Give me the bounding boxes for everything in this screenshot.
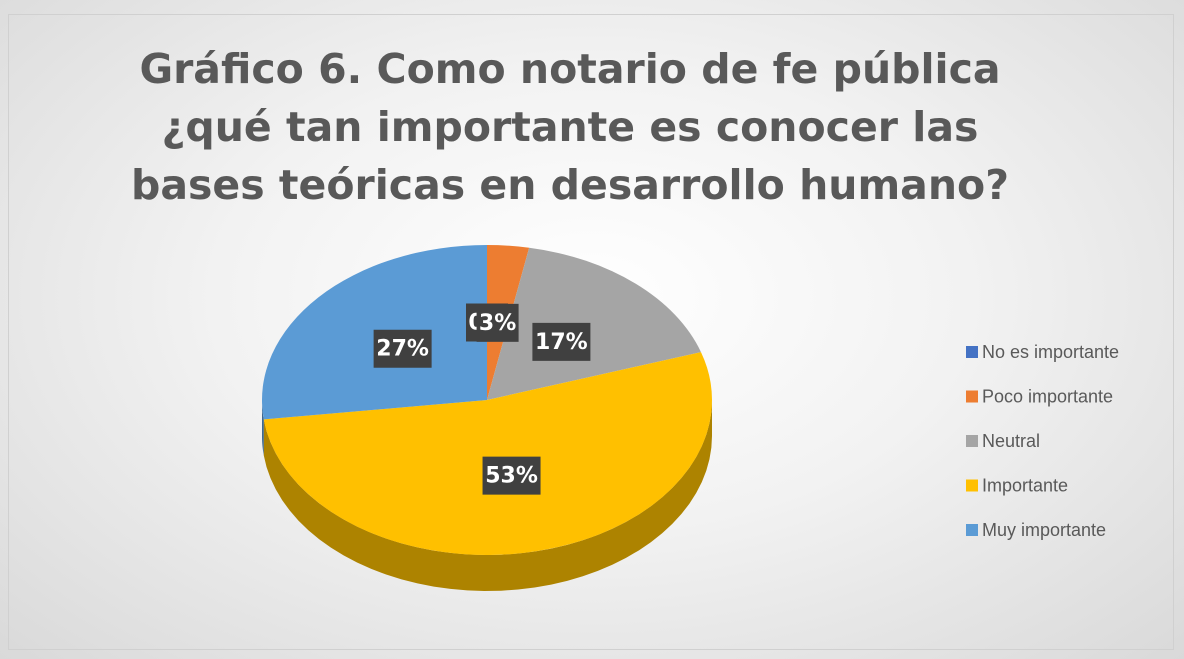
data-label: 27% [376, 337, 429, 362]
data-label-box [476, 303, 519, 342]
legend-swatch [966, 390, 978, 403]
legend-label: Importante [982, 475, 1068, 495]
chart-border [8, 14, 1174, 650]
data-label: 17% [535, 330, 588, 355]
legend-label: No es importante [982, 342, 1119, 362]
slice-side [263, 400, 712, 591]
legend-swatch [966, 479, 978, 492]
data-label: 53% [485, 464, 538, 489]
legend-label: Muy importante [982, 520, 1106, 540]
chart-title: Gráfico 6. Como notario de fe pública ¿q… [131, 45, 1009, 209]
slice [487, 247, 701, 400]
slice-side [262, 400, 264, 456]
slice [263, 352, 712, 555]
data-label-box [532, 322, 591, 361]
legend-swatch [966, 435, 978, 447]
legend-label: Neutral [982, 431, 1040, 451]
legend-label: Poco importante [982, 386, 1113, 406]
legend-swatch [966, 524, 978, 536]
data-label: 3% [479, 311, 516, 336]
legend-swatch [966, 346, 978, 358]
data-label-box [482, 456, 541, 495]
data-label-box [373, 329, 432, 368]
